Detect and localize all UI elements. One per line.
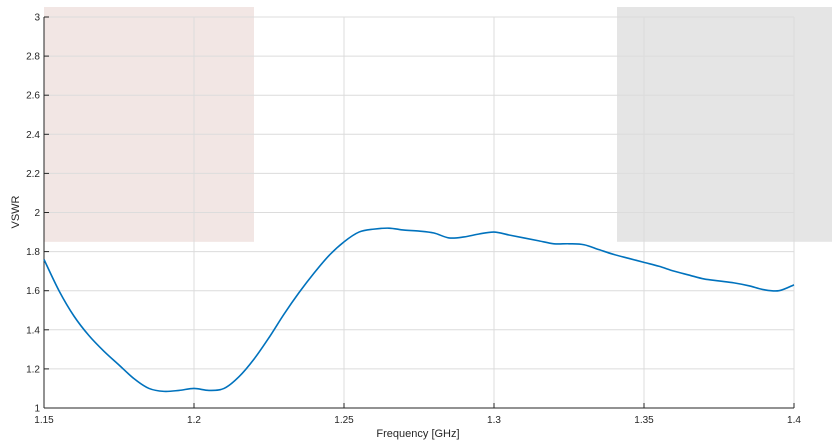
vswr-line xyxy=(43,227,795,393)
y-tick-label: 2.2 xyxy=(26,169,40,180)
y-tick-label: 1.6 xyxy=(26,286,40,297)
y-tick-label: 1 xyxy=(34,404,40,415)
y-tick-label: 2.4 xyxy=(26,130,40,141)
axes xyxy=(43,16,795,409)
shaded-region-2 xyxy=(617,7,832,242)
x-tick-label: 1.2 xyxy=(187,415,201,426)
y-tick-label: 2.6 xyxy=(26,91,40,102)
grid xyxy=(43,16,795,409)
y-axis-title: VSWR xyxy=(10,195,22,228)
y-tick-label: 2.8 xyxy=(26,52,40,63)
x-tick-label: 1.25 xyxy=(334,415,354,426)
x-tick-label: 1.4 xyxy=(787,415,801,426)
x-axis-title: Frequency [GHz] xyxy=(376,428,459,440)
y-tick-label: 3 xyxy=(34,13,40,24)
x-tick-labels: 1.15 1.2 1.25 1.3 1.35 1.4 xyxy=(34,415,801,426)
y-tick-label: 1.2 xyxy=(26,364,40,375)
shaded-region-1 xyxy=(44,7,254,242)
x-tick-label: 1.35 xyxy=(634,415,654,426)
y-tick-label: 1.4 xyxy=(26,325,40,336)
x-tick-label: 1.3 xyxy=(487,415,501,426)
y-tick-labels: 1 1.2 1.4 1.6 1.8 2 2.2 2.4 2.6 2.8 3 xyxy=(26,13,40,415)
shaded-regions xyxy=(44,7,832,242)
y-tick-label: 2 xyxy=(34,208,40,219)
y-tick-label: 1.8 xyxy=(26,247,40,258)
x-tick-label: 1.15 xyxy=(34,415,54,426)
